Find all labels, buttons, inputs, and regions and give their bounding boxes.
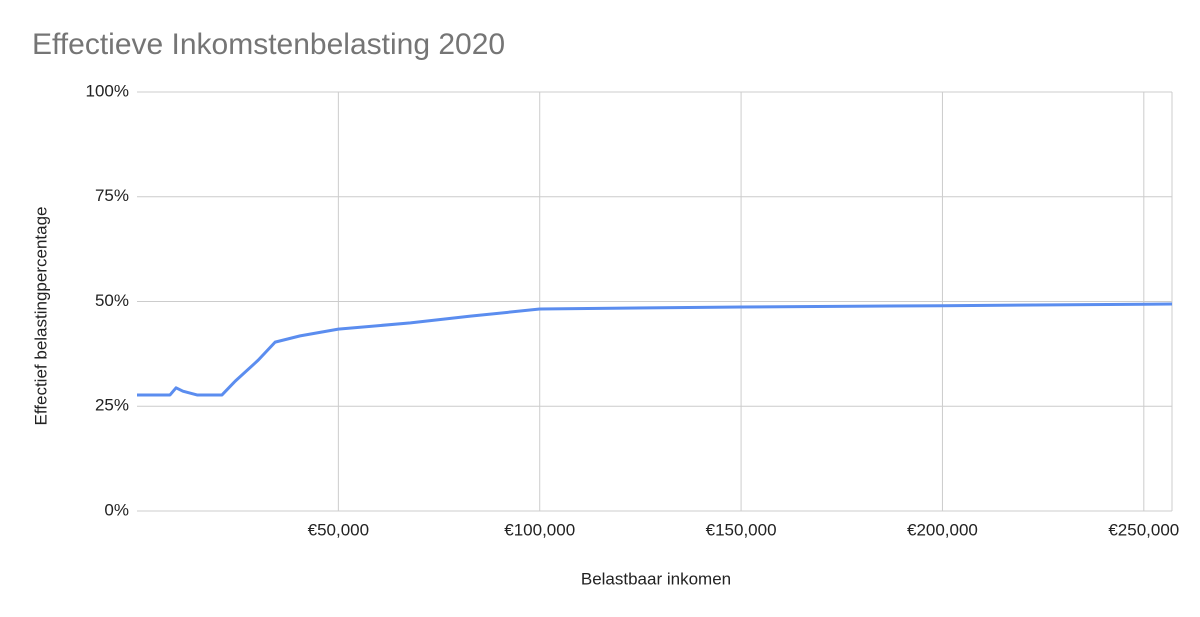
data-line <box>137 302 1173 397</box>
y-tick-label: 0% <box>104 500 129 519</box>
x-tick-label: €250,000 <box>1108 520 1179 539</box>
x-tick-label: €200,000 <box>907 520 978 539</box>
x-tick-label: €150,000 <box>706 520 777 539</box>
y-tick-label: 50% <box>95 291 129 310</box>
chart-title: Effectieve Inkomstenbelasting 2020 <box>32 28 505 61</box>
x-tick-label: €50,000 <box>308 520 369 539</box>
y-tick-label: 25% <box>95 396 129 415</box>
y-axis-title: Effectief belastingpercentage <box>31 207 50 426</box>
y-tick-label: 100% <box>86 81 129 100</box>
x-axis-title: Belastbaar inkomen <box>581 569 731 588</box>
x-tick-label: €100,000 <box>504 520 575 539</box>
y-tick-label: 75% <box>95 186 129 205</box>
